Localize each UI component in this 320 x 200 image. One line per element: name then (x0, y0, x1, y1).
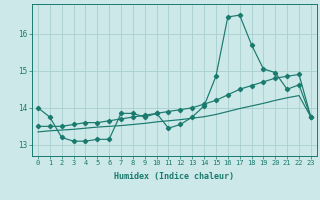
X-axis label: Humidex (Indice chaleur): Humidex (Indice chaleur) (115, 172, 234, 181)
